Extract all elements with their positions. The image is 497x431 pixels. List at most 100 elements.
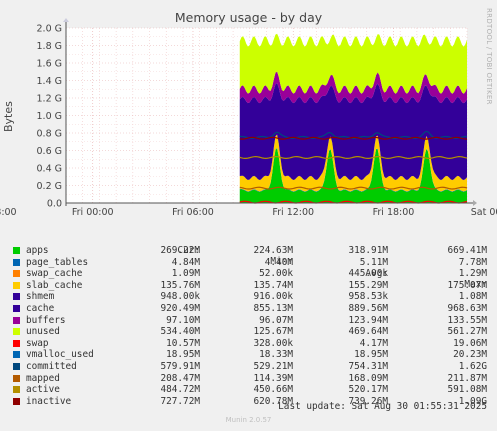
legend-name: mapped [26, 372, 60, 384]
legend-name: vmalloc_used [26, 349, 94, 361]
legend-min: 620.78M [253, 395, 293, 407]
legend-min: 224.63M [253, 245, 293, 256]
legend-swatch [13, 270, 20, 278]
legend-cur: 534.40M [160, 326, 200, 338]
axes [63, 18, 477, 206]
legend-avg: 4.17M [359, 337, 388, 349]
legend-max: 20.23M [453, 349, 487, 361]
legend-row-swap-cache: swap_cache 1.09M 52.00k 445.00k 1.29M [12, 268, 490, 280]
legend-row-active: active 484.72M 450.66M 520.17M 591.08M [12, 384, 490, 396]
x-axis-arrow [473, 200, 477, 206]
legend-name: swap_cache [26, 268, 83, 280]
y-tick-label: 1.8 G [37, 41, 63, 52]
legend-header: Cur: Min: Avg: Max: [12, 233, 490, 291]
legend-name: page_tables [26, 256, 89, 268]
legend-name: active [26, 384, 60, 396]
y-tick-label: 0.0 [47, 199, 62, 210]
legend-swatch [13, 362, 20, 370]
y-axis-arrow [63, 18, 69, 22]
legend-min: 125.67M [253, 326, 293, 338]
legend-max: 133.55M [447, 314, 487, 326]
x-tick-label: Thu 18:00 [0, 207, 17, 218]
legend-max: 1.08M [458, 291, 487, 303]
legend-row-swap: swap 10.57M 328.00k 4.17M 19.06M [12, 338, 490, 350]
legend-cur: 920.49M [160, 302, 200, 314]
legend-row-buffers: buffers 97.10M 96.07M 123.94M 133.55M [12, 315, 490, 327]
legend-swatch [13, 247, 20, 254]
legend-min: 916.00k [253, 291, 293, 303]
legend-swatch [13, 339, 20, 347]
legend-swatch [13, 304, 20, 312]
y-tick-label: 1.6 G [37, 59, 63, 70]
line-mapped [239, 186, 468, 190]
legend-cur: 484.72M [160, 384, 200, 396]
legend-name: apps [26, 245, 49, 256]
legend-max: 1.29M [458, 268, 487, 280]
legend-max: 1.62G [458, 360, 487, 372]
y-tick-label: 2.0 G [37, 24, 63, 35]
legend-name: unused [26, 326, 60, 338]
legend-max: 591.08M [447, 384, 487, 396]
legend-cur: 135.76M [160, 279, 200, 291]
legend-cur: 1.09M [171, 268, 200, 280]
legend-avg: 889.56M [348, 302, 388, 314]
stacked-areas [239, 33, 467, 203]
legend-cur: 10.57M [166, 337, 200, 349]
legend-avg: 958.53k [348, 291, 388, 303]
legend-max: 211.87M [447, 372, 487, 384]
memory-chart: 0.0 0.2 G 0.4 G 0.6 G 0.8 G 1.0 G 1.2 G 1.4 G 1.… [0, 18, 497, 218]
header-avg: Avg: [365, 267, 388, 279]
legend-cur: 948.00k [160, 291, 200, 303]
legend-swatch [13, 351, 20, 359]
legend-row-inactive: inactive 727.72M 620.78M 739.26M 1.09G [12, 396, 490, 408]
legend-row-vmalloc-used: vmalloc_used 18.95M 18.33M 18.95M 20.23M [12, 349, 490, 361]
legend-avg: 520.17M [348, 384, 388, 396]
munin-version: Munin 2.0.57 [225, 416, 272, 424]
legend-min: 4.40M [264, 256, 293, 268]
header-min: Min: [270, 256, 293, 268]
legend: Cur: Min: Avg: Max: apps 269.22M 224.63M 31… [12, 233, 490, 407]
y-tick-label: 1.0 G [37, 111, 63, 122]
legend-swatch [13, 328, 20, 336]
legend-min: 18.33M [259, 349, 293, 361]
header-cur: Cur: [177, 244, 200, 256]
legend-row-shmem: shmem 948.00k 916.00k 958.53k 1.08M [12, 291, 490, 303]
legend-max: 1.09G [458, 395, 487, 407]
legend-avg: 5.11M [359, 256, 388, 268]
legend-cur: 4.84M [171, 256, 200, 268]
legend-swatch [13, 293, 20, 301]
x-tick-label: Sat 00:00 [471, 207, 497, 218]
legend-min: 450.66M [253, 384, 293, 396]
last-update: Last update: Sat Aug 30 01:55:31 2025 [278, 401, 487, 412]
x-tick-label: Fri 06:00 [172, 207, 214, 218]
legend-name: inactive [26, 395, 72, 407]
area-buffers [239, 71, 467, 104]
y-tick-label: 0.4 G [37, 164, 63, 175]
y-tick-label: 1.4 G [37, 76, 63, 87]
legend-avg: 469.64M [348, 326, 388, 338]
legend-avg: 445.00k [348, 268, 388, 280]
legend-swatch [13, 316, 20, 324]
x-tick-labels: Thu 18:00 Fri 00:00 Fri 06:00 Fri 12:00 Fri … [0, 207, 497, 218]
y-tick-labels: 0.0 0.2 G 0.4 G 0.6 G 0.8 G 1.0 G 1.2 G 1.4 G 1.… [37, 24, 63, 210]
rrdtool-credit: RRDTOOL / TOBI OETIKER [485, 8, 493, 105]
legend-min: 529.21M [253, 360, 293, 372]
legend-cur: 97.10M [166, 314, 200, 326]
legend-row-page-tables: page_tables 4.84M 4.40M 5.11M 7.78M [12, 257, 490, 269]
legend-avg: 739.26M [348, 395, 388, 407]
legend-name: swap [26, 337, 49, 349]
legend-avg: 123.94M [348, 314, 388, 326]
header-max: Max: [464, 279, 487, 291]
y-tick-label: 0.2 G [37, 181, 63, 192]
legend-row-committed: committed 579.91M 529.21M 754.31M 1.62G [12, 361, 490, 373]
legend-avg: 168.09M [348, 372, 388, 384]
legend-name: slab_cache [26, 279, 83, 291]
legend-row-unused: unused 534.40M 125.67M 469.64M 561.27M [12, 326, 490, 338]
legend-avg: 318.91M [348, 245, 388, 256]
legend-max: 7.78M [458, 256, 487, 268]
legend-avg: 18.95M [354, 349, 388, 361]
legend-max: 968.63M [447, 302, 487, 314]
legend-max: 175.07M [447, 279, 487, 291]
legend-row-apps: apps 269.22M 224.63M 318.91M 669.41M [12, 245, 490, 257]
legend-name: committed [26, 360, 77, 372]
